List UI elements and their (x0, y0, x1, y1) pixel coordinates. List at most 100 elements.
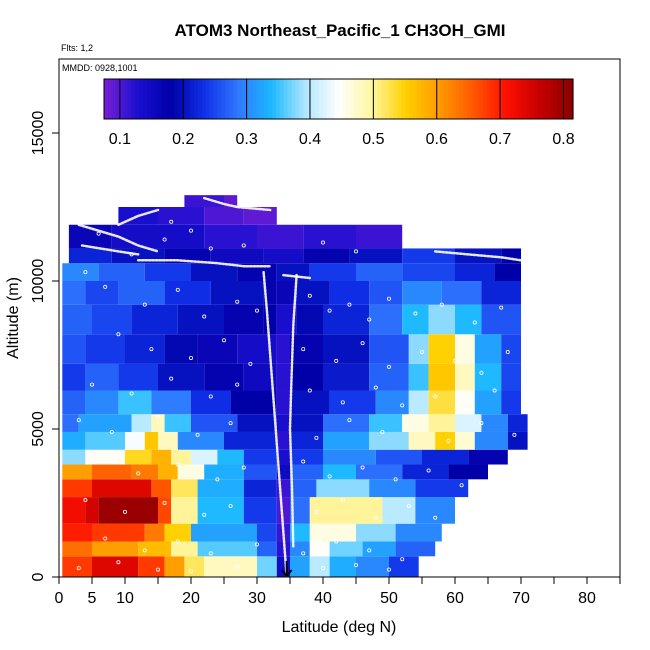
heatmap-cell-16-2 (158, 224, 205, 249)
heatmap-cell-7-11 (408, 431, 436, 450)
heatmap-cell-4-5 (243, 479, 277, 498)
colorbar-tick-label-1: 0.2 (172, 131, 194, 148)
heatmap-cell-2-4 (191, 523, 257, 542)
colorbar-swatch-37 (248, 79, 254, 119)
heatmap-cell-11-4 (197, 334, 238, 364)
scatter-points (76, 219, 517, 574)
heatmap-cell-8-14 (481, 414, 508, 432)
heatmap-cell-9-9 (375, 390, 409, 415)
heatmap-cell-5-11 (402, 464, 449, 480)
colorbar-swatch-104 (510, 79, 515, 119)
scatter-point-15 (254, 308, 259, 313)
y-tick-label-2: 10000 (30, 259, 47, 304)
heatmap-cell-7-0 (62, 431, 86, 450)
heatmap-cell-4-9 (369, 479, 416, 498)
heatmap-cell-0-6 (257, 556, 277, 577)
colorbar-swatch-89 (451, 79, 457, 119)
scatter-point-60 (479, 421, 484, 426)
y-axis-label: Altitude (m) (5, 277, 22, 359)
heatmap-cell-3-0 (62, 497, 86, 524)
heatmap-cell-6-7 (243, 449, 277, 465)
heatmap-cell-9-14 (501, 390, 521, 415)
heatmap-cell-9-1 (85, 390, 119, 415)
colorbar-swatch-80 (416, 79, 422, 119)
colorbar-swatch-95 (475, 79, 480, 119)
colorbar-swatch-119 (569, 79, 574, 119)
heatmap-cell-11-3 (164, 334, 198, 364)
scatter-point-49 (492, 388, 497, 393)
colorbar-swatch-23 (193, 79, 199, 119)
colorbar-swatch-91 (459, 79, 465, 119)
plot-frame (58, 58, 621, 578)
colorbar-tick-label-4: 0.5 (362, 131, 384, 148)
x-tick-label-2: 10 (116, 590, 134, 607)
heatmap-cell-11-14 (501, 334, 521, 364)
scatter-point-51 (109, 429, 114, 434)
heatmap-cell-7-15 (507, 431, 528, 450)
colorbar-swatch-103 (506, 79, 512, 119)
colorbar-swatch-115 (553, 79, 558, 119)
heatmap-cell-8-2 (131, 414, 152, 432)
colorbar-swatch-46 (283, 79, 289, 119)
colorbar-swatch-58 (330, 79, 336, 119)
colorbar-swatch-78 (408, 79, 414, 119)
heatmap-cell-10-13 (474, 363, 502, 391)
scatter-point-61 (512, 432, 517, 437)
heatmap-cell-7-13 (455, 431, 475, 450)
colorbar-swatch-50 (299, 79, 304, 119)
scatter-point-30 (301, 347, 306, 352)
colorbar-swatch-63 (350, 79, 355, 119)
heatmap-cell-5-5 (204, 464, 244, 480)
scatter-point-29 (248, 361, 253, 366)
scatter-point-10 (103, 284, 108, 289)
colorbar-swatch-48 (291, 79, 297, 119)
heatmap-cell-8-8 (290, 414, 323, 432)
heatmap-cell-5-12 (448, 464, 488, 480)
scatter-point-38 (90, 382, 95, 387)
heatmap-cell-14-10 (494, 263, 521, 281)
dates-annotation: MMDD: 0928,1001 (62, 63, 138, 73)
scatter-point-74 (123, 509, 128, 514)
flight-track-2 (77, 223, 160, 253)
heatmap-cell-6-9 (290, 449, 323, 465)
colorbar-swatch-34 (236, 79, 242, 119)
colorbar-swatch-72 (385, 79, 390, 119)
heatmap-cell-11-7 (290, 334, 323, 364)
scatter-point-89 (334, 539, 339, 544)
heatmap-cell-0-2 (138, 556, 165, 577)
heatmap-cell-14-0 (62, 263, 99, 281)
scatter-point-73 (83, 498, 88, 503)
colorbar-swatch-7 (131, 79, 136, 119)
colorbar-swatch-15 (162, 79, 168, 119)
heatmap-cell-9-3 (151, 390, 191, 415)
heatmap-cell-8-9 (323, 414, 370, 432)
heatmap-cell-1-10 (362, 541, 396, 557)
colorbar-swatch-28 (213, 79, 218, 119)
scatter-point-18 (347, 302, 352, 307)
colorbar-swatch-67 (365, 79, 371, 119)
heatmap-cell-14-7 (356, 263, 403, 281)
heatmap-cell-9-12 (455, 390, 475, 415)
heatmap-cell-12-1 (92, 304, 132, 335)
heatmap-cell-0-12 (389, 556, 419, 577)
scatter-point-26 (149, 347, 154, 352)
colorbar-swatch-87 (444, 79, 449, 119)
colorbar-swatch-99 (490, 79, 496, 119)
flight-tracks (77, 196, 523, 579)
heatmap-cell-12-2 (131, 304, 178, 335)
scatter-point-99 (386, 567, 391, 572)
scatter-point-80 (373, 515, 378, 520)
heatmap-cell-8-12 (428, 414, 455, 432)
colorbar-swatch-22 (189, 79, 195, 119)
heatmap-cell-14-8 (402, 263, 455, 281)
heatmap-cell-9-10 (408, 390, 429, 415)
scatter-point-11 (142, 302, 147, 307)
colorbar-swatch-45 (279, 79, 285, 119)
colorbar-swatch-112 (541, 79, 547, 119)
colorbar-swatch-97 (483, 79, 488, 119)
heatmap-cell-13-3 (164, 281, 211, 305)
heatmap-cell-5-8 (290, 464, 323, 480)
heatmap-cell-1-2 (138, 541, 172, 557)
heatmap-cell-7-5 (177, 431, 224, 450)
heatmap-cell-0-1 (92, 556, 139, 577)
